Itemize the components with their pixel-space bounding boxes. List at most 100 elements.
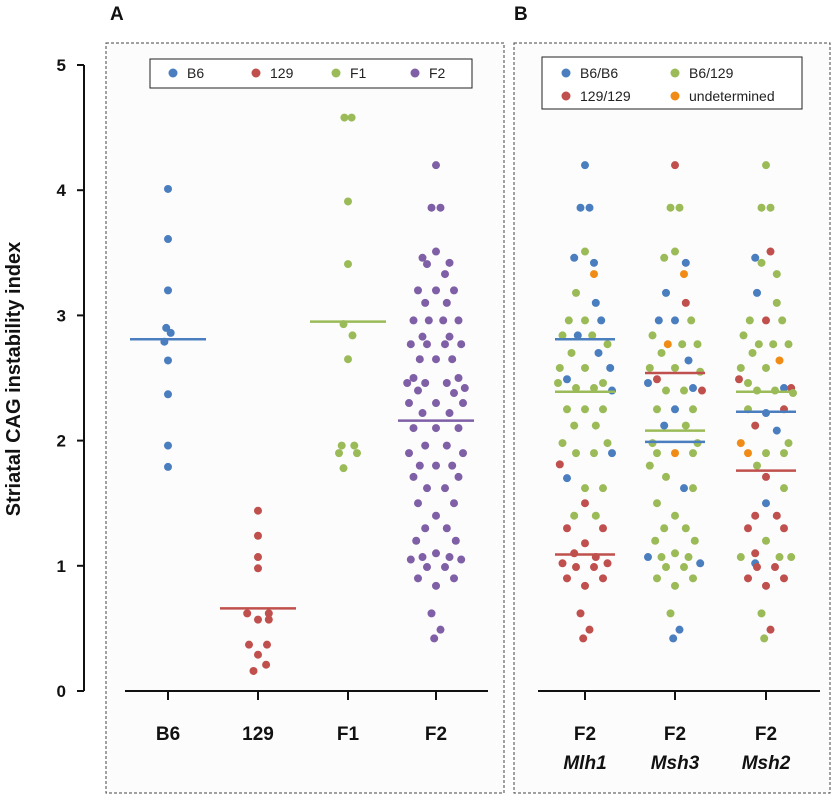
data-point-129 [254, 615, 262, 624]
data-point-Mlh1 [558, 559, 567, 568]
data-point-F2 [450, 574, 458, 583]
panel-a-label: A [110, 4, 124, 25]
data-point-Mlh1 [599, 524, 607, 533]
data-point-Msh2 [744, 574, 752, 583]
panel-b-legend: B6/B6 B6/129 129/129 undetermined [541, 56, 803, 110]
data-point-F2 [418, 253, 427, 262]
data-point-Msh2 [736, 439, 745, 448]
data-point-F2 [445, 553, 454, 562]
data-point-Mlh1 [581, 499, 589, 508]
data-point-Mlh1 [590, 270, 598, 279]
x-label-129: 129 [242, 724, 274, 745]
data-point-F2 [432, 511, 440, 520]
data-point-F2 [448, 461, 457, 470]
legend-a-b6-swatch [168, 68, 178, 78]
data-point-F1 [350, 441, 359, 450]
data-point-F2 [432, 581, 440, 590]
data-point-Mlh1 [554, 379, 562, 388]
data-point-Msh3 [693, 340, 702, 349]
data-point-Msh2 [760, 634, 769, 643]
y-tick-label: 5 [57, 56, 66, 75]
data-point-F2 [454, 472, 463, 481]
data-point-Msh2 [754, 340, 763, 349]
legend-b-b6b6-swatch [561, 68, 571, 78]
data-point-Msh3 [671, 247, 679, 256]
data-point-Msh2 [762, 536, 770, 545]
data-point-Msh3 [671, 363, 679, 372]
x-label-b-f2-2: F2 [664, 724, 686, 745]
data-point-Mlh1 [572, 563, 580, 572]
data-point-Msh2 [735, 375, 743, 384]
data-point-129 [254, 650, 262, 659]
data-point-Msh3 [663, 340, 672, 349]
data-point-Msh3 [671, 449, 679, 458]
data-point-Msh3 [684, 356, 693, 365]
data-point-Mlh1 [590, 258, 598, 267]
data-point-F2 [436, 203, 445, 212]
data-point-Mlh1 [606, 363, 615, 372]
data-point-F2 [441, 484, 449, 493]
data-point-Msh3 [689, 384, 697, 393]
data-point-F2 [427, 609, 436, 618]
data-point-Msh2 [762, 316, 770, 325]
data-point-Msh2 [772, 426, 781, 435]
data-point-F2 [448, 355, 457, 364]
data-point-Msh2 [778, 316, 787, 325]
data-point-F1 [340, 113, 349, 122]
data-point-Mlh1 [563, 474, 571, 483]
data-point-Msh2 [753, 288, 761, 297]
data-point-Msh2 [744, 379, 752, 388]
data-point-Msh3 [689, 574, 697, 583]
data-point-B6 [164, 235, 172, 244]
data-point-F2 [460, 384, 469, 393]
data-point-B6 [164, 184, 172, 193]
data-point-Msh2 [780, 484, 788, 493]
data-point-F2 [414, 499, 422, 508]
legend-b-b6129-swatch [670, 68, 680, 78]
data-point-F1 [339, 320, 348, 329]
data-point-F2 [445, 332, 454, 341]
data-point-129 [262, 660, 271, 669]
data-point-Msh3 [680, 484, 688, 493]
data-point-F1 [337, 441, 346, 450]
data-point-F1 [339, 464, 348, 473]
data-point-Msh3 [675, 625, 684, 634]
data-point-Mlh1 [579, 634, 588, 643]
data-point-Msh3 [680, 386, 688, 395]
data-point-129 [264, 609, 273, 618]
data-point-Msh2 [780, 574, 788, 583]
data-point-B6 [164, 286, 172, 295]
data-point-Mlh1 [567, 348, 576, 357]
data-point-Msh3 [653, 574, 661, 583]
data-point-F2 [409, 472, 418, 481]
data-point-Mlh1 [570, 253, 579, 262]
panel-b-frame [513, 42, 831, 794]
data-point-Msh2 [780, 384, 788, 393]
data-point-F2 [423, 563, 431, 572]
data-point-Msh2 [780, 449, 788, 458]
data-point-Mlh1 [608, 449, 616, 458]
data-point-Msh3 [660, 253, 669, 262]
data-point-F2 [421, 379, 430, 388]
data-point-Mlh1 [558, 439, 567, 448]
data-point-F1 [344, 197, 352, 206]
data-point-B6 [166, 328, 175, 337]
data-point-Msh2 [751, 511, 760, 520]
data-point-F2 [409, 316, 418, 325]
data-point-B6 [164, 441, 172, 450]
data-point-F2 [405, 449, 413, 458]
data-point-F2 [421, 441, 430, 450]
data-point-Mlh1 [585, 203, 594, 212]
data-point-B6 [164, 390, 172, 399]
data-point-F2 [457, 340, 466, 349]
x-label-msh3: Msh3 [651, 753, 700, 774]
data-point-Msh3 [690, 536, 699, 545]
data-point-F2 [415, 461, 424, 470]
data-point-Msh3 [662, 563, 670, 572]
data-point-Mlh1 [599, 405, 607, 414]
data-point-Msh2 [789, 389, 797, 398]
data-point-Msh2 [771, 386, 779, 395]
data-point-F1 [347, 113, 356, 122]
data-point-Mlh1 [585, 625, 594, 634]
data-point-Mlh1 [588, 331, 597, 340]
